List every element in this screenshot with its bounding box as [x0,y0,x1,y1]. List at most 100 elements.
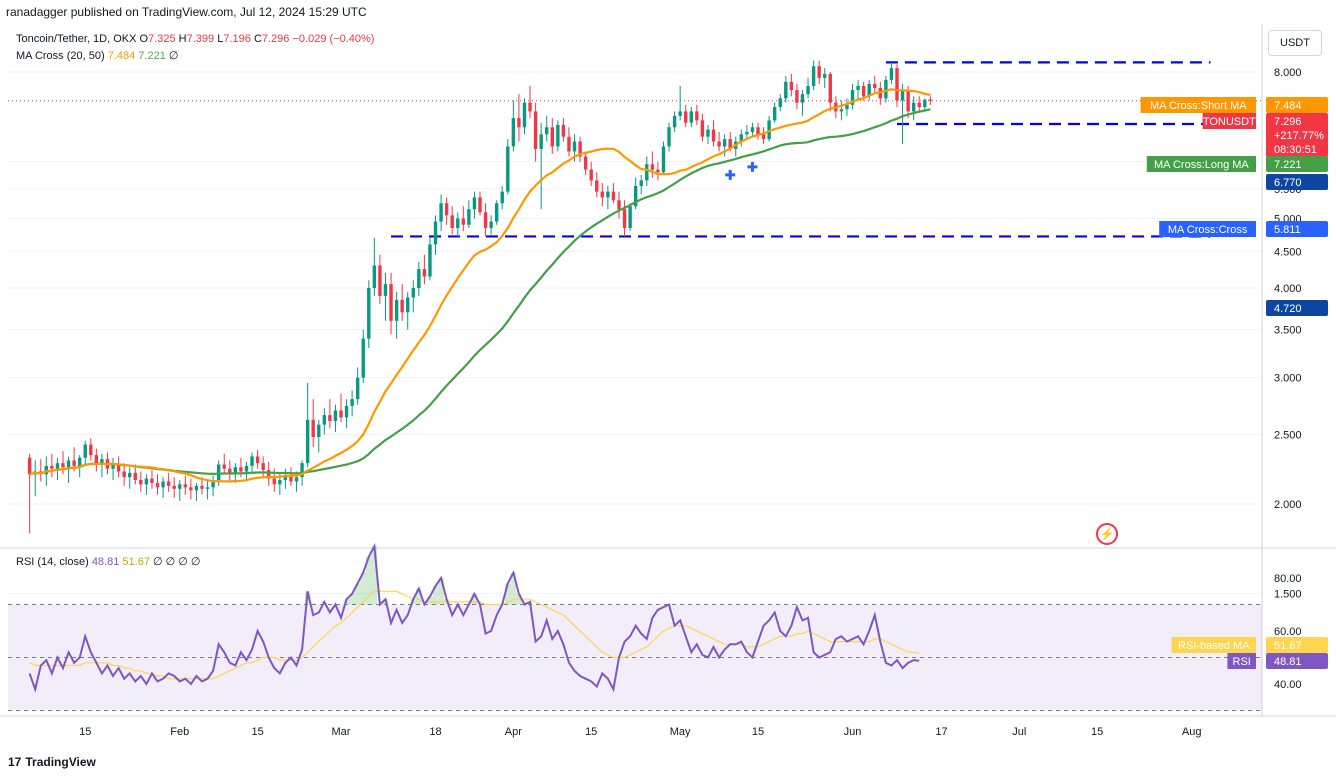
candle-body[interactable] [850,90,855,105]
candle-body[interactable] [750,127,755,132]
candle-body[interactable] [272,478,276,485]
candle-body[interactable] [55,463,60,469]
candle-body[interactable] [884,79,888,99]
candle-body[interactable] [172,485,176,489]
candle-body[interactable] [267,470,271,479]
candle-body[interactable] [122,471,126,478]
candle-body[interactable] [450,215,454,228]
candle-body[interactable] [111,464,115,469]
candle-body[interactable] [728,139,732,149]
candle-body[interactable] [367,288,371,339]
candle-body[interactable] [917,102,921,108]
candle-body[interactable] [44,465,49,475]
candle-body[interactable] [539,134,543,149]
candle-body[interactable] [144,478,149,485]
candle-body[interactable] [456,218,460,228]
candle-body[interactable] [333,410,338,422]
candle-body[interactable] [767,120,771,140]
candle-body[interactable] [800,94,805,103]
candle-body[interactable] [589,169,593,181]
candle-body[interactable] [128,472,132,478]
candle-body[interactable] [711,129,716,142]
candle-body[interactable] [761,134,766,140]
candle-body[interactable] [873,83,877,88]
candle-body[interactable] [784,81,788,99]
candle-body[interactable] [806,85,810,95]
candle-body[interactable] [133,472,137,481]
candle-body[interactable] [255,456,260,464]
candle-body[interactable] [94,455,99,465]
candle-body[interactable] [745,131,749,135]
candle-body[interactable] [500,191,504,204]
candle-body[interactable] [511,118,516,147]
candle-body[interactable] [556,124,560,147]
candle-body[interactable] [778,98,782,108]
candle-body[interactable] [517,118,521,128]
candle-body[interactable] [572,141,577,152]
candle-body[interactable] [194,485,199,491]
candle-body[interactable] [823,73,827,78]
candle-body[interactable] [906,90,910,112]
candle-body[interactable] [839,109,844,112]
candle-body[interactable] [606,191,610,198]
candle-body[interactable] [239,467,243,472]
candle-body[interactable] [923,99,927,108]
candle-body[interactable] [344,405,349,418]
candle-body[interactable] [406,297,410,313]
candle-body[interactable] [433,221,438,245]
candle-body[interactable] [595,180,599,192]
candle-body[interactable] [472,197,477,210]
candle-body[interactable] [139,480,143,485]
candle-body[interactable] [900,90,905,101]
lightning-icon[interactable]: ⚡ [1096,523,1118,545]
candle-body[interactable] [328,415,332,422]
candle-body[interactable] [678,111,682,116]
candle-body[interactable] [567,136,571,152]
candle-body[interactable] [83,444,87,458]
candle-body[interactable] [861,85,866,97]
candle-body[interactable] [428,244,432,277]
candle-body[interactable] [889,68,894,80]
candle-body[interactable] [645,164,649,181]
candle-body[interactable] [305,419,310,464]
candle-body[interactable] [178,484,182,489]
candle-body[interactable] [811,66,816,86]
candle-body[interactable] [795,90,799,103]
candle-body[interactable] [444,203,449,216]
candle-body[interactable] [244,465,249,472]
candle-body[interactable] [27,457,32,475]
candle-body[interactable] [311,419,315,437]
candle-body[interactable] [461,218,466,225]
candle-body[interactable] [222,464,226,469]
candle-body[interactable] [211,480,215,488]
candle-body[interactable] [278,480,282,485]
candle-body[interactable] [439,203,443,222]
candle-body[interactable] [628,206,632,228]
candle-body[interactable] [550,127,554,147]
candle-body[interactable] [294,477,299,482]
candle-body[interactable] [661,146,666,173]
candle-body[interactable] [545,127,549,135]
cross-marker[interactable] [747,161,758,172]
currency-button[interactable]: USDT [1268,30,1322,56]
candle-body[interactable] [633,185,638,207]
candle-body[interactable] [228,468,232,475]
candle-body[interactable] [895,68,899,101]
candle-body[interactable] [200,485,204,489]
candle-body[interactable] [583,156,588,170]
candle-body[interactable] [700,120,705,137]
candle-body[interactable] [617,200,621,210]
candle-body[interactable] [650,164,655,170]
candle-body[interactable] [622,209,627,228]
candle-body[interactable] [483,212,488,228]
candle-body[interactable] [77,457,82,466]
candle-body[interactable] [89,444,93,456]
candle-body[interactable] [183,484,188,488]
candle-body[interactable] [739,134,744,142]
candle-body[interactable] [928,99,933,101]
candle-body[interactable] [283,475,288,481]
candle-body[interactable] [911,102,916,112]
candle-body[interactable] [533,111,538,149]
candle-body[interactable] [394,299,399,321]
